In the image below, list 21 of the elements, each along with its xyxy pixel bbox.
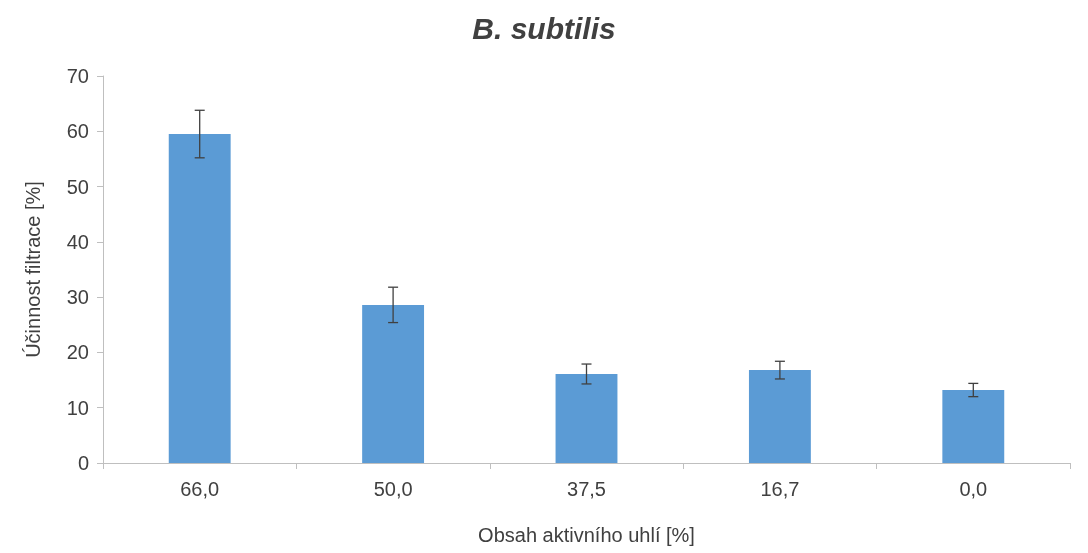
- x-tick-label: 37,5: [567, 478, 606, 500]
- bar: [748, 370, 811, 463]
- x-axis-title: Obsah aktivního uhlí [%]: [478, 524, 695, 546]
- y-tick-label: 70: [66, 65, 89, 87]
- y-tick-label: 20: [66, 341, 89, 364]
- y-tick-label: 50: [66, 175, 89, 198]
- y-tick-label: 10: [66, 396, 89, 419]
- bar: [555, 373, 618, 463]
- y-tick-label: 60: [66, 120, 89, 143]
- y-tick-label: 40: [66, 230, 89, 253]
- bar: [362, 304, 425, 463]
- x-tick-label: 50,0: [373, 478, 413, 500]
- bar: [168, 134, 231, 463]
- y-axis-title: Účinnost filtrace [%]: [22, 181, 44, 358]
- x-tick-label: 16,7: [760, 478, 800, 500]
- bar: [942, 390, 1005, 463]
- x-tick-label: 66,0: [180, 478, 220, 500]
- x-tick-label: 0,0: [959, 478, 988, 500]
- y-tick-label: 30: [66, 286, 89, 309]
- y-tick-label: 0: [77, 452, 89, 474]
- chart-title: B. subtilis: [472, 11, 616, 45]
